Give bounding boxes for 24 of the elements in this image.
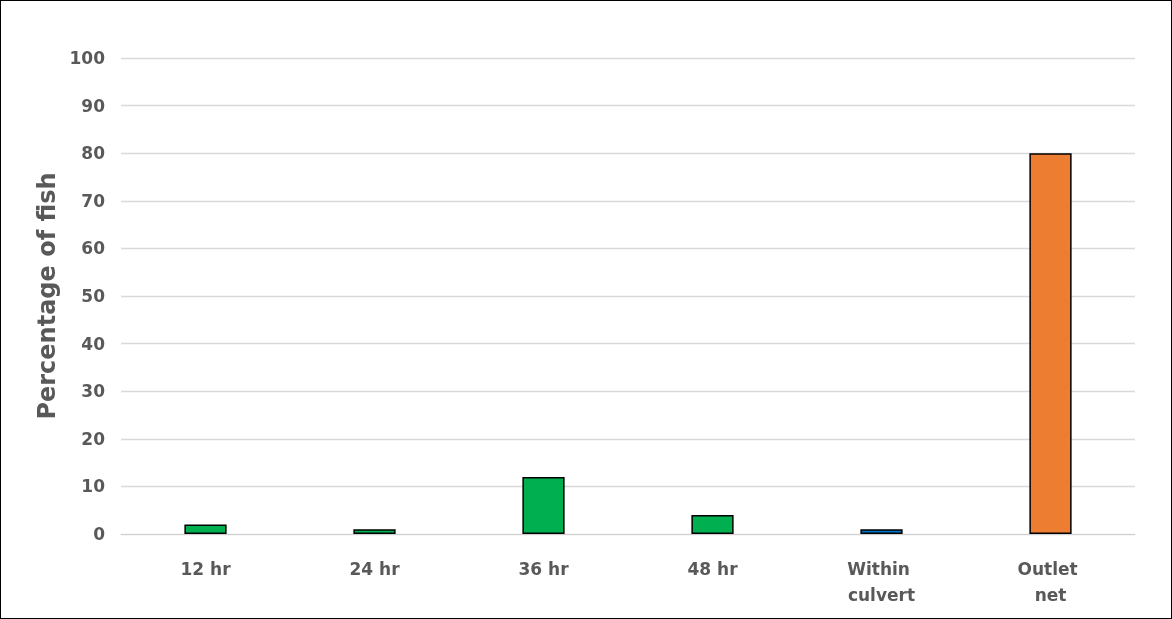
y-tick-label: 80 — [81, 143, 106, 164]
bar — [860, 529, 903, 534]
x-tick-label: Outlet net — [1017, 559, 1084, 605]
y-tick-label: 70 — [81, 190, 106, 211]
y-tick-label: 0 — [93, 524, 106, 544]
bar — [353, 529, 396, 534]
bar — [691, 514, 734, 534]
y-tick-label: 10 — [81, 476, 106, 497]
x-tick-label: Within culvert — [847, 559, 916, 605]
bar — [1029, 153, 1072, 534]
y-tick-label: 20 — [81, 428, 106, 449]
y-tick-label: 40 — [81, 333, 106, 354]
y-tick-label: 90 — [81, 95, 106, 116]
x-tick-label: 48 hr — [687, 559, 739, 579]
y-tick-label: 30 — [81, 381, 106, 402]
y-tick-label: 60 — [81, 238, 106, 259]
y-tick-label: 100 — [69, 48, 106, 68]
y-tick-label: 50 — [81, 286, 106, 306]
bar — [522, 476, 565, 534]
x-tick-label: 12 hr — [180, 559, 232, 579]
y-axis-title: Percentage of fish — [32, 172, 61, 420]
x-tick-label: 36 hr — [518, 559, 570, 579]
bar — [184, 524, 227, 534]
x-tick-label: 24 hr — [349, 559, 401, 579]
